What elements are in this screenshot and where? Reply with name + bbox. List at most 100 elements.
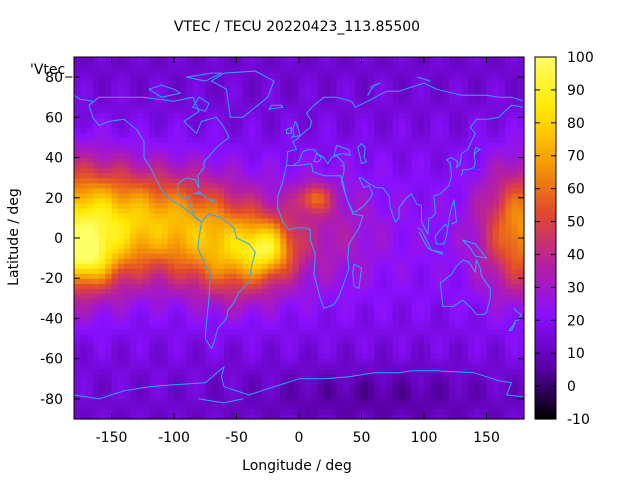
heatmap-cell xyxy=(255,288,263,294)
heatmap-cell xyxy=(230,122,238,128)
heatmap-cell xyxy=(442,343,450,350)
heatmap-cell xyxy=(430,288,438,294)
heatmap-cell xyxy=(355,202,363,209)
heatmap-cell xyxy=(242,152,250,159)
heatmap-cell xyxy=(449,117,456,123)
heatmap-cell xyxy=(249,243,256,249)
heatmap-cell xyxy=(299,408,306,415)
heatmap-cell xyxy=(436,72,444,78)
heatmap-cell xyxy=(149,142,156,149)
heatmap-cell xyxy=(92,348,100,355)
heatmap-cell xyxy=(211,197,219,204)
heatmap-cell xyxy=(367,217,375,224)
heatmap-cell xyxy=(155,107,163,113)
heatmap-cell xyxy=(417,162,425,169)
heatmap-cell xyxy=(230,413,238,420)
heatmap-cell xyxy=(236,283,244,289)
heatmap-cell xyxy=(205,192,213,199)
heatmap-cell xyxy=(424,323,431,330)
heatmap-cell xyxy=(205,82,213,88)
heatmap-cell xyxy=(467,152,475,159)
heatmap-cell xyxy=(86,82,94,88)
heatmap-cell xyxy=(180,298,188,304)
heatmap-cell xyxy=(330,373,338,380)
heatmap-cell xyxy=(99,132,106,139)
heatmap-cell xyxy=(367,318,375,325)
heatmap-cell xyxy=(249,308,256,315)
heatmap-cell xyxy=(430,253,438,259)
heatmap-cell xyxy=(374,167,381,174)
heatmap-cell xyxy=(436,403,444,410)
heatmap-cell xyxy=(424,353,431,360)
heatmap-cell xyxy=(467,72,475,78)
heatmap-cell xyxy=(199,177,206,184)
heatmap-cell xyxy=(374,222,381,229)
heatmap-cell xyxy=(105,107,113,113)
heatmap-cell xyxy=(386,373,394,380)
heatmap-cell xyxy=(324,77,331,83)
heatmap-cell xyxy=(161,82,169,88)
heatmap-cell xyxy=(517,157,525,164)
heatmap-cell xyxy=(142,107,150,113)
heatmap-cell xyxy=(161,207,169,214)
heatmap-cell xyxy=(261,112,269,118)
heatmap-cell xyxy=(142,167,150,174)
heatmap-cell xyxy=(417,298,425,304)
heatmap-cell xyxy=(155,212,163,219)
heatmap-cell xyxy=(261,363,269,370)
heatmap-cell xyxy=(324,368,331,375)
heatmap-cell xyxy=(92,232,100,239)
heatmap-cell xyxy=(280,77,288,83)
heatmap-cell xyxy=(92,363,100,370)
heatmap-cell xyxy=(80,197,88,204)
heatmap-cell xyxy=(461,313,469,320)
heatmap-cell xyxy=(305,408,313,415)
heatmap-cell xyxy=(199,142,206,149)
heatmap-cell xyxy=(324,303,331,309)
heatmap-cell xyxy=(305,122,313,128)
heatmap-cell xyxy=(86,137,94,144)
heatmap-cell xyxy=(324,132,331,139)
heatmap-cell xyxy=(180,283,188,289)
heatmap-cell xyxy=(192,343,200,350)
heatmap-cell xyxy=(342,348,350,355)
heatmap-cell xyxy=(167,232,175,239)
heatmap-cell xyxy=(174,82,181,88)
heatmap-cell xyxy=(192,87,200,93)
heatmap-cell xyxy=(499,177,506,184)
heatmap-cell xyxy=(330,278,338,284)
heatmap-cell xyxy=(224,147,231,154)
heatmap-cell xyxy=(124,117,131,123)
heatmap-cell xyxy=(399,398,406,405)
heatmap-cell xyxy=(486,408,494,415)
heatmap-cell xyxy=(249,303,256,309)
heatmap-cell xyxy=(167,112,175,118)
heatmap-cell xyxy=(136,238,144,244)
heatmap-cell xyxy=(255,358,263,365)
heatmap-cell xyxy=(217,343,225,350)
heatmap-cell xyxy=(211,107,219,113)
heatmap-cell xyxy=(480,263,488,269)
heatmap-cell xyxy=(317,87,325,93)
heatmap-cell xyxy=(430,273,438,279)
heatmap-cell xyxy=(330,182,338,189)
heatmap-cell xyxy=(399,172,406,179)
heatmap-cell xyxy=(411,77,419,83)
heatmap-cell xyxy=(180,82,188,88)
heatmap-cell xyxy=(217,107,225,113)
heatmap-cell xyxy=(499,333,506,340)
heatmap-cell xyxy=(180,232,188,239)
heatmap-cell xyxy=(186,283,194,289)
heatmap-cell xyxy=(380,212,388,219)
heatmap-cell xyxy=(517,122,525,128)
heatmap-cell xyxy=(155,353,163,360)
heatmap-cell xyxy=(242,92,250,98)
heatmap-cell xyxy=(305,318,313,325)
heatmap-cell xyxy=(280,408,288,415)
heatmap-cell xyxy=(511,343,519,350)
heatmap-cell xyxy=(242,172,250,179)
heatmap-cell xyxy=(480,127,488,134)
heatmap-cell xyxy=(130,298,138,304)
heatmap-cell xyxy=(230,323,238,330)
heatmap-cell xyxy=(324,107,331,113)
